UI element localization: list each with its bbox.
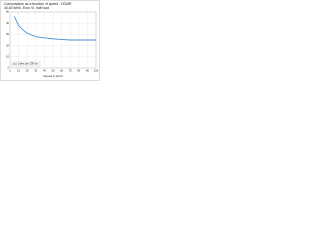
y-tick-label: 10	[6, 54, 9, 58]
x-tick-label: 40	[43, 69, 46, 73]
chart: Consumption as a function of speed - DGM…	[0, 0, 100, 81]
y-tick-label: 20	[6, 43, 9, 47]
chart-subtitle: 40-60 km/h, Euro VI, half load	[4, 6, 49, 10]
y-tick-label: 0	[8, 66, 10, 70]
series-line	[13, 16, 96, 41]
legend-box	[11, 61, 41, 67]
x-tick-label: 90	[86, 69, 89, 73]
chart-title: Consumption as a function of speed - DGM…	[4, 2, 72, 6]
x-tick-label: 50	[52, 69, 55, 73]
x-tick-label: 20	[26, 69, 29, 73]
legend-label: Liters per 100 km	[18, 62, 38, 66]
y-tick-label: 50	[6, 10, 9, 14]
x-tick-label: 100	[94, 69, 99, 73]
y-tick-label: 30	[6, 32, 9, 36]
y-tick-label: 40	[6, 21, 9, 25]
x-tick-label: 60	[60, 69, 63, 73]
x-tick-label: 80	[77, 69, 80, 73]
x-axis-label: Speed in km/h	[43, 74, 63, 78]
x-tick-label: 70	[69, 69, 72, 73]
x-tick-label: 0	[9, 69, 11, 73]
x-tick-label: 10	[17, 69, 20, 73]
x-tick-label: 30	[34, 69, 37, 73]
